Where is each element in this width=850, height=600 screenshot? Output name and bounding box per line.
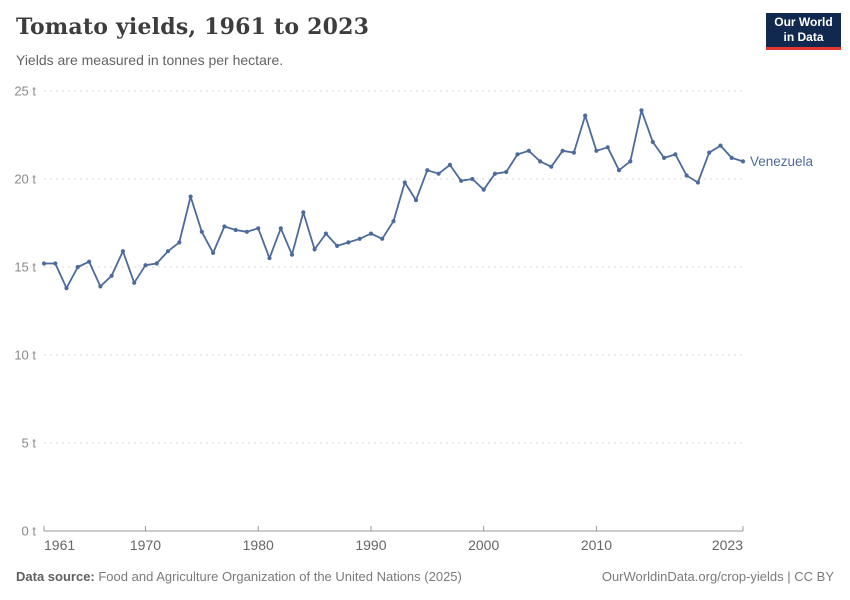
chart-subtitle: Yields are measured in tonnes per hectar… (16, 52, 284, 68)
y-gridlines (44, 90, 743, 532)
y-axis-labels: 0 t 5 t 10 t 15 t 20 t 25 t (14, 84, 36, 539)
svg-text:10 t: 10 t (14, 348, 36, 363)
svg-text:20 t: 20 t (14, 172, 36, 187)
x-axis-labels: 1961 1970 1980 1990 2000 2010 2023 (44, 537, 743, 553)
svg-text:5 t: 5 t (22, 436, 37, 451)
data-source: Data source: Food and Agriculture Organi… (16, 569, 462, 584)
svg-text:0 t: 0 t (22, 524, 37, 539)
data-points[interactable] (41, 108, 746, 291)
data-line[interactable] (43, 109, 744, 290)
svg-text:2023: 2023 (712, 537, 743, 553)
page-title: Tomato yields, 1961 to 2023 (16, 14, 370, 40)
svg-text:15 t: 15 t (14, 260, 36, 275)
svg-text:25 t: 25 t (14, 84, 36, 99)
owid-logo[interactable]: Our World in Data (766, 13, 841, 50)
svg-text:2000: 2000 (468, 537, 499, 553)
svg-text:1970: 1970 (130, 537, 161, 553)
credit-link[interactable]: OurWorldinData.org/crop-yields | CC BY (601, 569, 834, 584)
svg-text:2010: 2010 (581, 537, 612, 553)
svg-text:1990: 1990 (355, 537, 386, 553)
data-source-label: Data source: (16, 569, 95, 584)
svg-text:1961: 1961 (44, 537, 75, 553)
owid-logo-line1: Our World (774, 15, 833, 29)
svg-text:1980: 1980 (243, 537, 274, 553)
x-axis (43, 526, 744, 531)
data-source-text: Food and Agriculture Organization of the… (94, 569, 462, 584)
chart-footer: Data source: Food and Agriculture Organi… (16, 569, 834, 584)
owid-logo-line2: in Data (783, 30, 824, 44)
series-venezuela[interactable]: Venezuela (41, 108, 814, 291)
entity-label[interactable]: Venezuela (750, 154, 814, 169)
